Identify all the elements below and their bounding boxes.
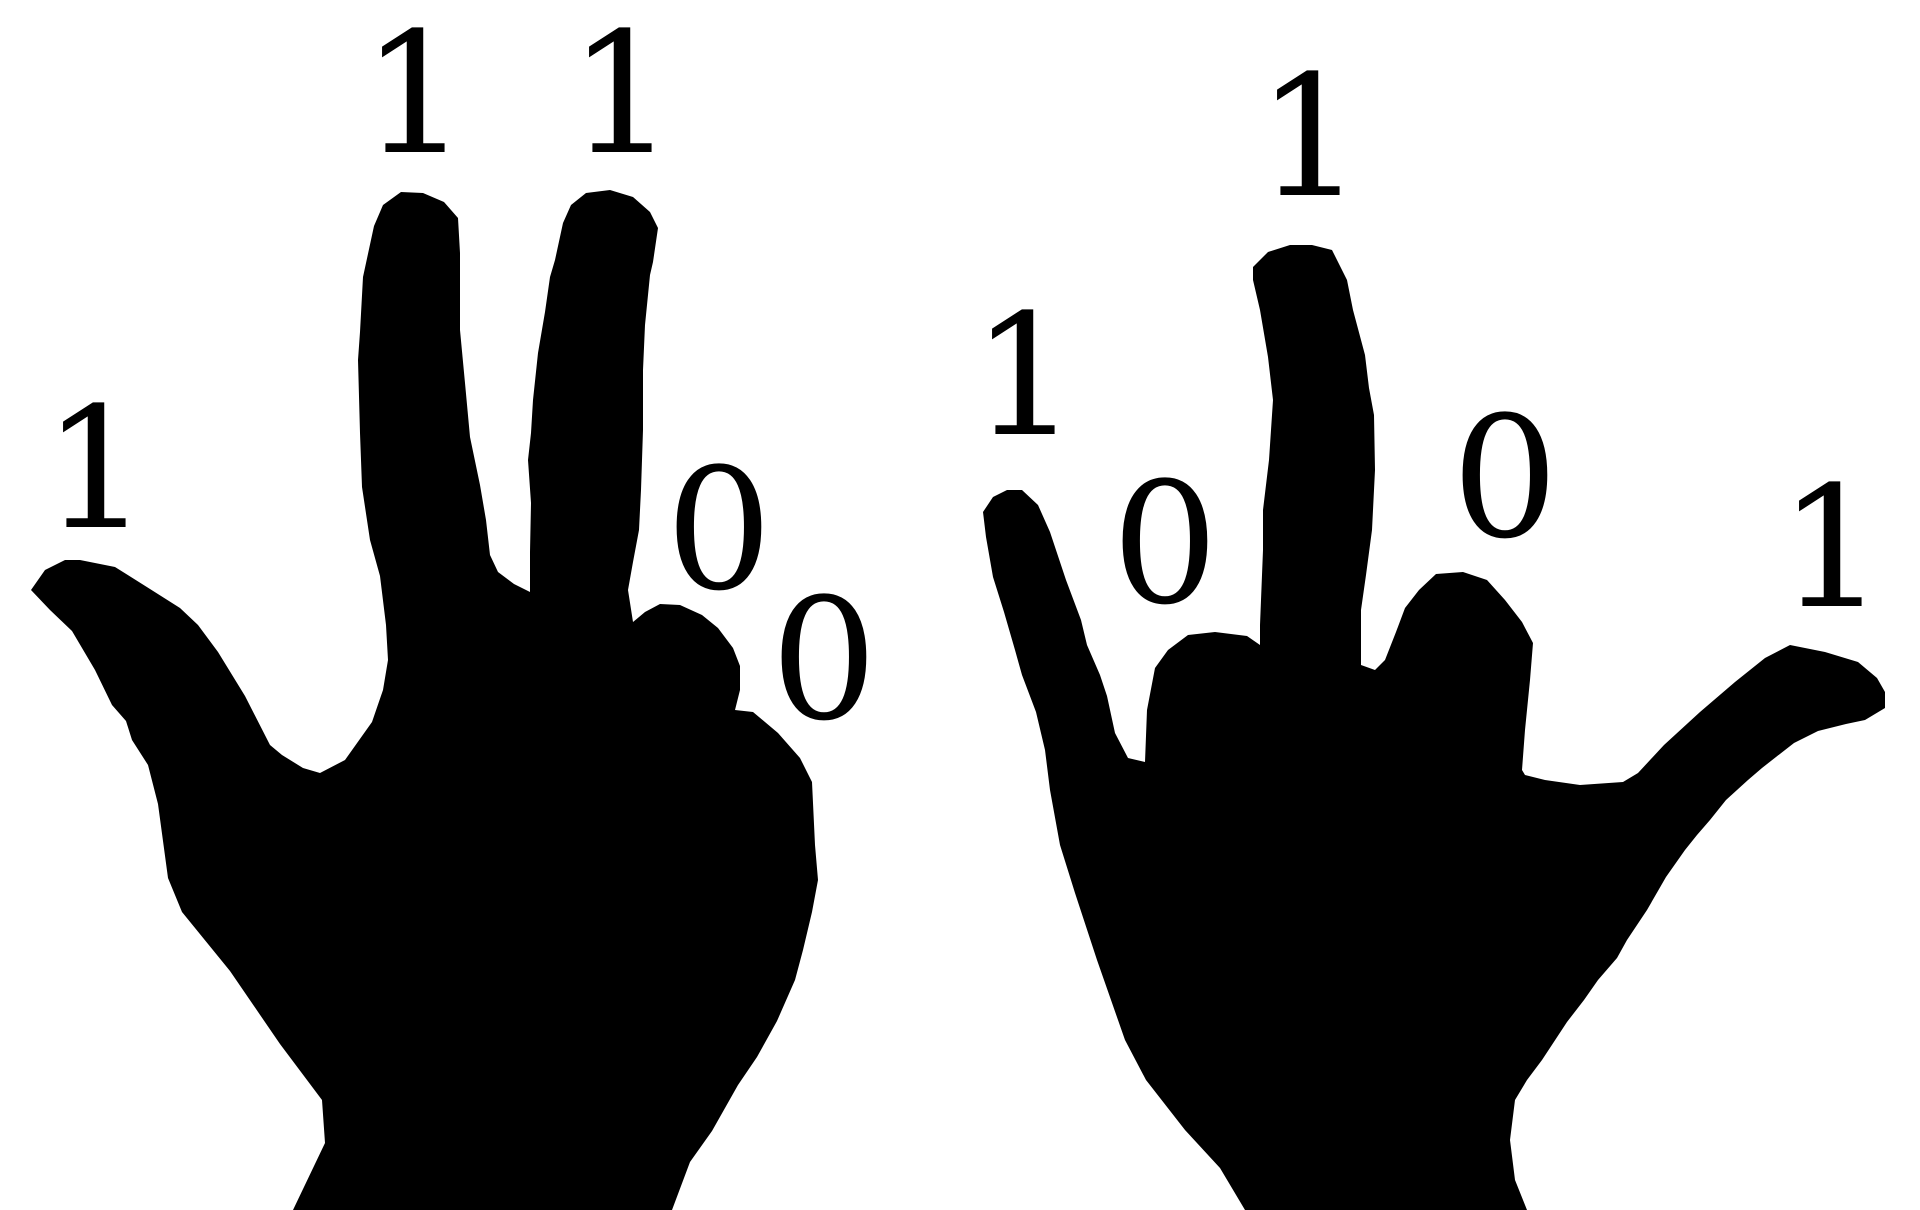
right-index-digit: 0 xyxy=(1452,380,1559,576)
right-middle-digit: 1 xyxy=(1257,39,1364,235)
left-ring-digit: 0 xyxy=(666,432,773,628)
right-pinky-digit: 1 xyxy=(972,278,1079,474)
left-pinky-digit: 0 xyxy=(771,562,878,758)
right-thumb-digit: 1 xyxy=(1779,450,1886,646)
right-ring-digit: 0 xyxy=(1112,446,1219,642)
left-thumb-digit: 1 xyxy=(43,371,150,567)
left-index-digit: 1 xyxy=(362,0,469,192)
right-hand-silhouette xyxy=(983,245,1885,1210)
left-middle-digit: 1 xyxy=(569,0,676,192)
left-hand-silhouette xyxy=(31,190,818,1210)
